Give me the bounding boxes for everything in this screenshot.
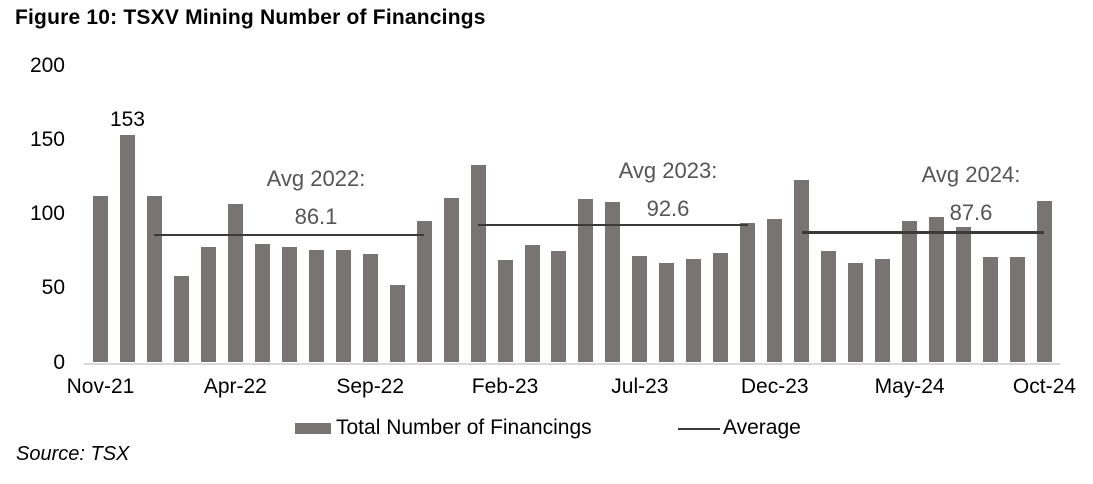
- bar-Dec-21: [119, 135, 135, 363]
- average-annotation-title: Avg 2024:: [921, 162, 1021, 187]
- bar-Apr-24: [875, 258, 891, 363]
- bar-Jan-23: [470, 165, 486, 363]
- bar-Jul-22: [308, 249, 324, 363]
- bar-Oct-23: [713, 252, 729, 363]
- legend-average-series-label: Average: [723, 416, 801, 439]
- bar-Nov-22: [416, 221, 432, 363]
- bar-Jun-22: [281, 246, 297, 363]
- average-annotation-value: 86.1: [294, 204, 338, 229]
- chart-legend: Total Number of Financings Average: [0, 416, 1093, 442]
- legend-bar-swatch-icon: [295, 423, 331, 434]
- bar-Jun-24: [929, 217, 945, 363]
- x-axis-tick-label-Jul-23: Jul-23: [611, 375, 669, 398]
- bar-Feb-23: [497, 260, 513, 363]
- bar-Jul-24: [956, 227, 972, 363]
- bar-May-24: [902, 221, 918, 363]
- bar-Nov-23: [740, 222, 756, 363]
- bar-May-23: [578, 199, 594, 363]
- y-axis-tick-label: 0: [53, 350, 65, 374]
- x-axis-tick-label-Oct-24: Oct-24: [1012, 375, 1076, 398]
- x-axis-tick-label-Dec-23: Dec-23: [740, 375, 809, 398]
- bar-Sep-22: [362, 254, 378, 363]
- average-annotation-2024: Avg 2024: 87.6: [871, 156, 1071, 232]
- legend-average-line-swatch-icon: [678, 428, 720, 431]
- average-line-2023: [478, 224, 748, 227]
- average-line-2024: [801, 231, 1045, 234]
- bar-value-label-Dec-21: 153: [109, 108, 145, 132]
- x-axis-tick-label-Apr-22: Apr-22: [203, 375, 267, 398]
- average-annotation-2022: Avg 2022: 86.1: [216, 160, 416, 236]
- average-annotation-title: Avg 2023:: [618, 158, 718, 183]
- bar-Jun-23: [605, 202, 621, 363]
- x-axis-tick-label-Sep-22: Sep-22: [336, 375, 405, 398]
- x-axis-tick-label-May-24: May-24: [874, 375, 945, 398]
- y-axis-tick-label: 100: [29, 202, 65, 226]
- y-axis-tick-label: 200: [29, 53, 65, 77]
- bar-Nov-21: [93, 196, 108, 363]
- average-line-2022: [154, 233, 425, 236]
- bar-Dec-23: [767, 218, 783, 363]
- bar-Feb-22: [173, 276, 189, 363]
- average-annotation-value: 92.6: [646, 196, 690, 221]
- source-note: Source: TSX: [16, 443, 130, 465]
- bar-Dec-22: [443, 197, 459, 363]
- bar-Aug-22: [335, 249, 351, 363]
- x-axis-baseline: [84, 363, 1060, 365]
- bar-Mar-24: [848, 263, 864, 363]
- bar-Mar-23: [524, 245, 540, 363]
- y-axis-tick-label: 150: [29, 127, 65, 151]
- bar-Jan-24: [794, 179, 810, 363]
- bar-Jan-22: [146, 196, 162, 363]
- x-axis-tick-label-Feb-23: Feb-23: [471, 375, 539, 398]
- bar-May-22: [254, 243, 270, 363]
- average-annotation-value: 87.6: [949, 200, 993, 225]
- bar-Oct-24: [1036, 200, 1052, 363]
- average-annotation-title: Avg 2022:: [266, 166, 366, 191]
- x-axis-tick-label-Nov-21: Nov-21: [66, 375, 135, 398]
- bar-Aug-24: [983, 257, 998, 363]
- y-axis-tick-label: 50: [41, 276, 65, 300]
- bar-Mar-22: [200, 246, 216, 363]
- bar-Sep-23: [686, 258, 702, 363]
- bar-Apr-23: [551, 251, 567, 363]
- bar-Feb-24: [821, 251, 837, 363]
- bar-Oct-22: [389, 285, 405, 363]
- bar-Aug-23: [659, 263, 675, 363]
- bar-Apr-22: [227, 203, 243, 363]
- legend-bar-series-label: Total Number of Financings: [336, 416, 592, 439]
- figure-title: Figure 10: TSXV Mining Number of Financi…: [15, 6, 486, 29]
- bar-Jul-23: [632, 255, 648, 363]
- average-annotation-2023: Avg 2023: 92.6: [568, 152, 768, 228]
- bar-Sep-24: [1009, 257, 1025, 363]
